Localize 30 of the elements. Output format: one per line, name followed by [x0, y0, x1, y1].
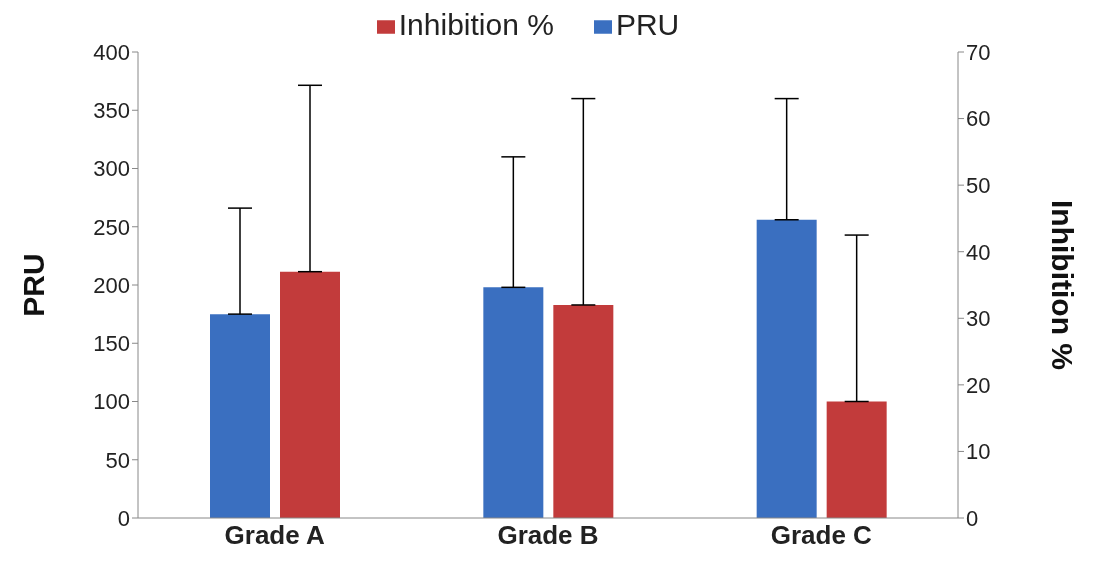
- y2-tick-label: 70: [966, 39, 991, 65]
- y-tick-label: 100: [93, 389, 130, 415]
- x-tick-label: Grade A: [224, 520, 325, 551]
- y-tick-label: 350: [93, 98, 130, 124]
- bar: [210, 314, 270, 518]
- y2-tick-label: 40: [966, 239, 991, 265]
- y2-tick-label: 20: [966, 372, 991, 398]
- y-axis-title: PRU: [16, 253, 50, 317]
- y2-tick-label: 30: [966, 306, 991, 332]
- y-tick-label: 50: [105, 447, 130, 473]
- y-tick-label: 200: [93, 272, 130, 298]
- y2-axis-title: Inhibition %: [1046, 200, 1080, 370]
- bar: [553, 304, 614, 518]
- y-tick-label: 250: [93, 214, 130, 240]
- y-tick-label: 150: [93, 331, 130, 357]
- y-tick-label: 0: [117, 505, 130, 531]
- y-tick-label: 400: [93, 39, 130, 65]
- x-tick-label: Grade C: [770, 520, 873, 551]
- y-tick-label: 300: [93, 156, 130, 182]
- y2-tick-label: 0: [966, 505, 979, 531]
- y2-tick-label: 10: [966, 439, 991, 465]
- bar: [280, 271, 340, 518]
- legend-label: PRU: [615, 8, 680, 41]
- legend-label: Inhibition %: [398, 8, 554, 41]
- bar: [483, 287, 544, 518]
- y2-tick-label: 60: [966, 106, 991, 132]
- bar: [756, 219, 817, 518]
- x-tick-label: Grade B: [497, 520, 599, 551]
- bar: [826, 401, 887, 518]
- y2-tick-label: 50: [966, 172, 991, 198]
